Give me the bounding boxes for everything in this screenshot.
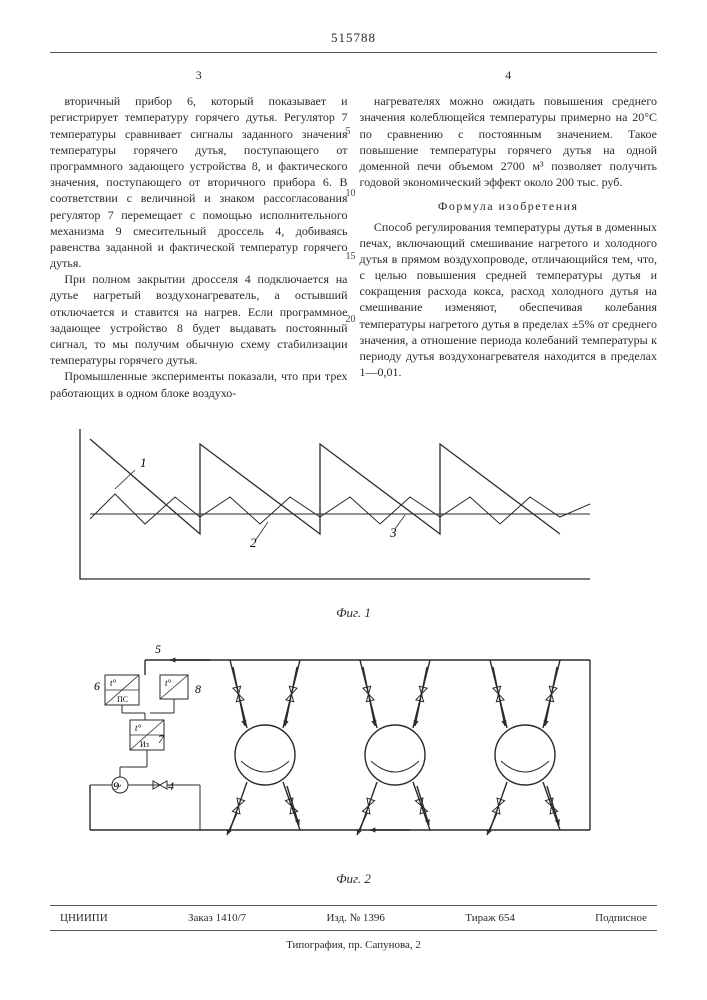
svg-text:Из: Из (140, 740, 149, 749)
svg-text:t°: t° (135, 723, 142, 733)
svg-text:t°: t° (110, 678, 117, 688)
footer-tirazh: Тираж 654 (465, 912, 515, 924)
svg-text:8: 8 (195, 682, 201, 696)
line-marker: 5 (346, 125, 351, 139)
svg-text:2: 2 (250, 535, 257, 550)
figure-1-caption: Фиг. 1 (50, 605, 657, 621)
right-col-number: 4 (360, 67, 658, 83)
svg-text:3: 3 (389, 525, 397, 540)
line-marker: 15 (346, 250, 356, 264)
svg-text:7: 7 (158, 732, 165, 746)
left-col-number: 3 (50, 67, 348, 83)
footer-typography: Типография, пр. Сапунова, 2 (50, 935, 657, 951)
line-marker: 20 (346, 313, 356, 327)
svg-text:4: 4 (168, 779, 174, 793)
left-para-2: При полном закрытии дросселя 4 подключае… (50, 271, 348, 368)
svg-text:1: 1 (140, 455, 147, 470)
left-para-3: Промышленные эксперименты показали, что … (50, 368, 348, 400)
svg-text:t°: t° (165, 678, 172, 688)
left-column: 3 вторичный прибор 6, который показывает… (50, 67, 348, 401)
svg-text:9: 9 (113, 779, 119, 793)
right-column: 5 10 15 20 4 нагревателях можно ожидать … (360, 67, 658, 401)
figures-block: 123 Фиг. 1 t°ПСt°t°Из~456789 Фиг. 2 (50, 419, 657, 887)
two-column-body: 3 вторичный прибор 6, который показывает… (50, 67, 657, 401)
right-para-2: Способ регулирования температуры дутья в… (360, 219, 658, 381)
svg-text:6: 6 (94, 679, 100, 693)
footer: ЦНИИПИ Заказ 1410/7 Изд. № 1396 Тираж 65… (50, 905, 657, 951)
footer-sign: Подписное (595, 912, 647, 924)
line-marker: 10 (346, 187, 356, 201)
top-divider (50, 52, 657, 53)
left-para-1: вторичный прибор 6, который показывает и… (50, 93, 348, 271)
footer-org: ЦНИИПИ (60, 912, 108, 924)
footer-izd: Изд. № 1396 (326, 912, 384, 924)
patent-number: 515788 (50, 30, 657, 46)
svg-text:ПС: ПС (117, 695, 128, 704)
footer-order: Заказ 1410/7 (188, 912, 246, 924)
right-para-1: нагревателях можно ожидать повышения сре… (360, 93, 658, 190)
figure-2-diagram: t°ПСt°t°Из~456789 (50, 635, 600, 865)
claims-heading: Формула изобретения (360, 198, 658, 214)
figure-1-chart: 1 2 3 (50, 419, 600, 599)
svg-text:5: 5 (155, 642, 161, 656)
figure-2-caption: Фиг. 2 (50, 871, 657, 887)
